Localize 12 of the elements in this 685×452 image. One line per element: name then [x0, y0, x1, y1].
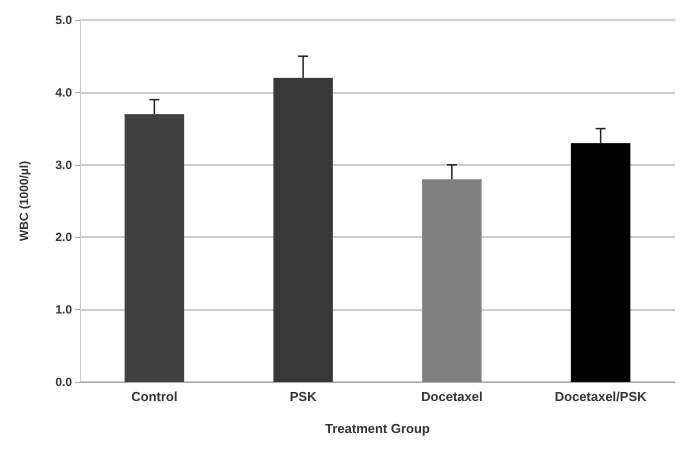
y-tick-label: 4.0 — [55, 85, 72, 100]
y-tick-label: 3.0 — [55, 158, 72, 172]
y-axis-title: WBC (1000/µl) — [17, 160, 31, 242]
y-tick-label: 0.0 — [55, 375, 72, 389]
y-tick-label: 5.0 — [55, 13, 72, 27]
x-axis-title: Treatment Group — [325, 421, 430, 436]
x-tick-label: PSK — [290, 389, 318, 404]
x-tick-label: Control — [131, 389, 178, 404]
y-tick-label: 1.0 — [55, 302, 72, 317]
x-tick-label: Docetaxel — [421, 389, 483, 404]
x-tick-label: Docetaxel/PSK — [554, 389, 648, 404]
y-tick-label: 2.0 — [55, 230, 72, 244]
